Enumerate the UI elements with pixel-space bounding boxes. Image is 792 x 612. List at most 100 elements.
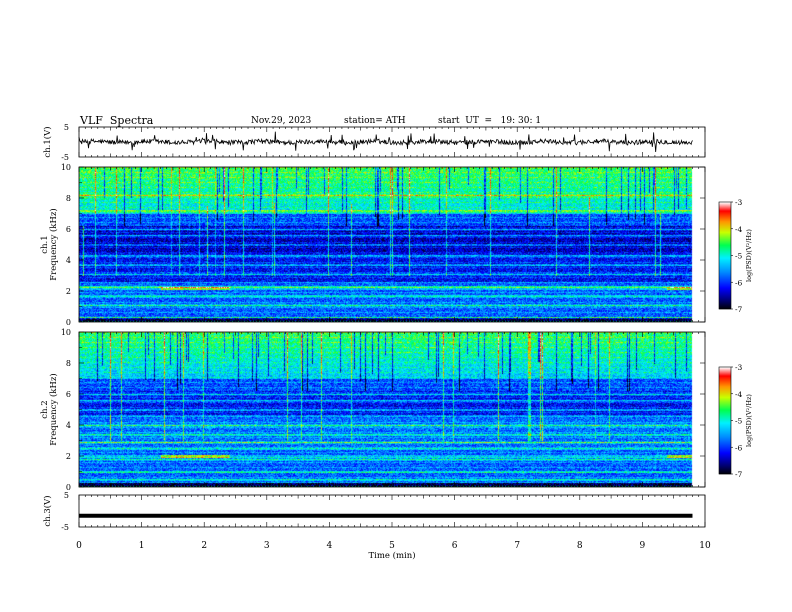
colorbar-cell (719, 243, 731, 245)
colorbar-cell (719, 462, 731, 464)
colorbar-cell (719, 227, 731, 229)
colorbar-cell (719, 230, 731, 232)
colorbar-cell (719, 407, 731, 409)
colorbar-cell (719, 428, 731, 430)
colorbar-cell (719, 257, 731, 259)
colorbar-cell (719, 220, 731, 222)
colorbar-cell (719, 403, 731, 405)
colorbar-cell (719, 281, 731, 283)
figure-title: VLF Spectra (80, 114, 154, 127)
y-tick-label: -5 (61, 523, 69, 532)
colorbar-cell (719, 372, 731, 374)
colorbar-tick-label: -5 (735, 417, 743, 426)
colorbar-cell (719, 203, 731, 205)
colorbar-cell (719, 370, 731, 372)
colorbar-cell (719, 382, 731, 384)
colorbar-cell (719, 434, 731, 436)
colorbar-cell (719, 402, 731, 404)
colorbar-cell (719, 369, 731, 371)
colorbar-cell (719, 284, 731, 286)
colorbar-cell (719, 270, 731, 272)
colorbar-cell (719, 223, 731, 225)
colorbar-cell (719, 441, 731, 443)
colorbar-cell (719, 470, 731, 472)
station-label: station= ATH (344, 116, 406, 126)
x-tick-label: 3 (264, 541, 270, 551)
colorbar-cell (719, 240, 731, 242)
colorbar-cell (719, 215, 731, 217)
colorbar-cell (719, 208, 731, 210)
colorbar-cell (719, 218, 731, 220)
colorbar-cell (719, 303, 731, 305)
colorbar-tick-label: -7 (735, 470, 743, 479)
x-tick-label: 10 (699, 541, 711, 551)
colorbar-cell (719, 420, 731, 422)
colorbar-cell (719, 413, 731, 415)
colorbar-cell (719, 448, 731, 450)
colorbar-cell (719, 248, 731, 250)
x-tick-label: 0 (76, 541, 82, 551)
colorbar-cell (719, 450, 731, 452)
colorbar-cell (719, 454, 731, 456)
colorbar-cell (719, 381, 731, 383)
colorbar-cell (719, 209, 731, 211)
colorbar-cell (719, 222, 731, 224)
colorbar-cell (719, 390, 731, 392)
y-tick-label: 10 (61, 328, 71, 337)
colorbar-cell (719, 216, 731, 218)
colorbar-cell (719, 429, 731, 431)
colorbar-cell (719, 280, 731, 282)
x-tick-label: 8 (577, 541, 583, 551)
colorbar-cell (719, 221, 731, 223)
colorbar-cell (719, 210, 731, 212)
colorbar-cell (719, 473, 731, 475)
colorbar-cell (719, 304, 731, 306)
colorbar-cell (719, 384, 731, 386)
colorbar-cell (719, 444, 731, 446)
colorbar-tick-label: -7 (735, 305, 743, 314)
x-tick-label: 7 (514, 541, 520, 551)
colorbar-cell (719, 400, 731, 402)
colorbar-cell (719, 375, 731, 377)
colorbar-cell (719, 265, 731, 267)
colorbar-cell (719, 246, 731, 248)
colorbar-cell (719, 422, 731, 424)
colorbar-cell (719, 418, 731, 420)
colorbar-cell (719, 277, 731, 279)
colorbar-cell (719, 306, 731, 308)
x-tick-label: 9 (640, 541, 646, 551)
colorbar-cell (719, 225, 731, 227)
colorbar-cell (719, 226, 731, 228)
colorbar-tick-label: -3 (735, 198, 743, 207)
colorbar-cell (719, 217, 731, 219)
colorbar-cell (719, 278, 731, 280)
ch2-spectrogram-ylabel: Frequency (kHz) (48, 373, 59, 445)
colorbar-cell (719, 453, 731, 455)
colorbar-cell (719, 435, 731, 437)
colorbar-cell (719, 465, 731, 467)
colorbar-cell (719, 459, 731, 461)
colorbar-cell (719, 467, 731, 469)
colorbar-cell (719, 308, 731, 310)
colorbar-cell (719, 288, 731, 290)
colorbar-tick-label: -6 (735, 278, 743, 287)
ch1-waveform-line (78, 131, 693, 153)
colorbar-cell (719, 374, 731, 376)
colorbar-cell (719, 396, 731, 398)
colorbar-cell (719, 380, 731, 382)
start-time-label: start UT = 19: 30: 1 (438, 116, 542, 126)
colorbar-cell (719, 266, 731, 268)
y-tick-label: 8 (66, 359, 71, 368)
colorbar-cell (719, 234, 731, 236)
colorbar-cell (719, 405, 731, 407)
colorbar-cell (719, 228, 731, 230)
colorbar-cell (719, 378, 731, 380)
colorbar-cell (719, 294, 731, 296)
colorbar-cell (719, 250, 731, 252)
colorbar-cell (719, 458, 731, 460)
colorbar-cell (719, 397, 731, 399)
colorbar-cell (719, 383, 731, 385)
colorbar-cell (719, 251, 731, 253)
colorbar-cell (719, 229, 731, 231)
colorbar-cell (719, 262, 731, 264)
